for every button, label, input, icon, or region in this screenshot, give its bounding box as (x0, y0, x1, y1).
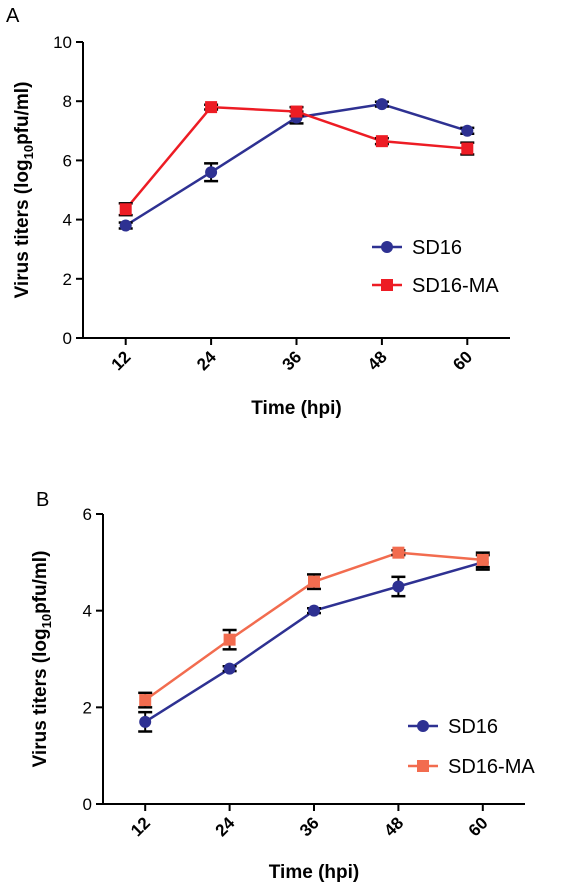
legend-label: SD16-MA (412, 275, 499, 297)
y-tick-label: 4 (63, 211, 72, 230)
legend-marker-square (417, 760, 429, 772)
chart-panel-a: A 0 2 4 6 8 10 12 24 36 48 60 Time (hpi) Virus titers… (0, 0, 576, 440)
legend-marker-circle (381, 241, 393, 253)
y-axis-label: Virus titers (log10pfu/ml) (12, 82, 36, 299)
data-point-circle (392, 580, 405, 593)
legend-label: SD16 (412, 237, 462, 259)
x-tick-label: 36 (296, 813, 323, 840)
data-point-square (476, 553, 489, 566)
legend-label: SD16 (448, 716, 498, 738)
data-point-square (308, 575, 320, 588)
x-axis-label: Time (hpi) (251, 398, 341, 419)
data-point-square (223, 633, 236, 646)
y-tick-label: 0 (83, 795, 92, 814)
data-point-square (392, 546, 405, 559)
x-axis-label: Time (hpi) (269, 862, 359, 883)
y-tick-label: 2 (83, 698, 92, 717)
x-tick-label: 48 (364, 347, 391, 374)
data-point-square (139, 694, 152, 707)
x-tick-label: 12 (127, 813, 154, 840)
x-tick-label: 24 (193, 347, 220, 374)
data-point-square (461, 142, 474, 155)
data-point-circle (375, 98, 388, 111)
y-tick-label: 0 (63, 329, 72, 348)
data-point-circle (308, 604, 320, 617)
panel-label: A (6, 5, 20, 27)
y-axis-label-subscript: 10 (21, 145, 36, 159)
y-axis-label-subscript: 10 (39, 614, 54, 628)
y-axis-label: Virus titers (log10pfu/ml) (30, 551, 54, 768)
y-axis-label-main: Virus titers (log (30, 628, 51, 767)
x-tick-label: 24 (212, 813, 239, 840)
data-point-square (375, 135, 388, 148)
y-tick-label: 8 (63, 92, 72, 111)
legend-marker-circle (417, 720, 429, 732)
legend-label: SD16-MA (448, 756, 535, 778)
x-tick-label: 60 (465, 813, 492, 840)
y-tick-label: 6 (63, 151, 72, 170)
data-point-circle (139, 715, 152, 728)
x-tick-label: 12 (108, 347, 135, 374)
y-axis-label-unit: pfu/ml) (30, 551, 51, 614)
data-point-square (119, 203, 132, 216)
data-point-circle (223, 662, 236, 675)
y-axis-label-main: Virus titers (log (12, 159, 33, 298)
y-tick-label: 2 (63, 270, 72, 289)
data-point-square (290, 105, 303, 118)
data-point-circle (205, 166, 218, 179)
data-point-circle (119, 219, 132, 232)
data-point-square (205, 101, 218, 114)
chart-panel-b: B 0 2 4 6 12 24 36 48 60 Time (hpi) Virus titers (l… (0, 446, 576, 892)
y-tick-label: 10 (53, 33, 72, 52)
panel-label: B (36, 489, 49, 511)
y-axis-label-unit: pfu/ml) (12, 82, 33, 145)
x-tick-label: 36 (279, 347, 306, 374)
data-point-circle (461, 124, 474, 137)
x-tick-label: 48 (380, 813, 407, 840)
legend-marker-square (381, 279, 393, 291)
x-tick-label: 60 (449, 347, 476, 374)
y-tick-label: 4 (83, 602, 92, 621)
y-tick-label: 6 (83, 505, 92, 524)
